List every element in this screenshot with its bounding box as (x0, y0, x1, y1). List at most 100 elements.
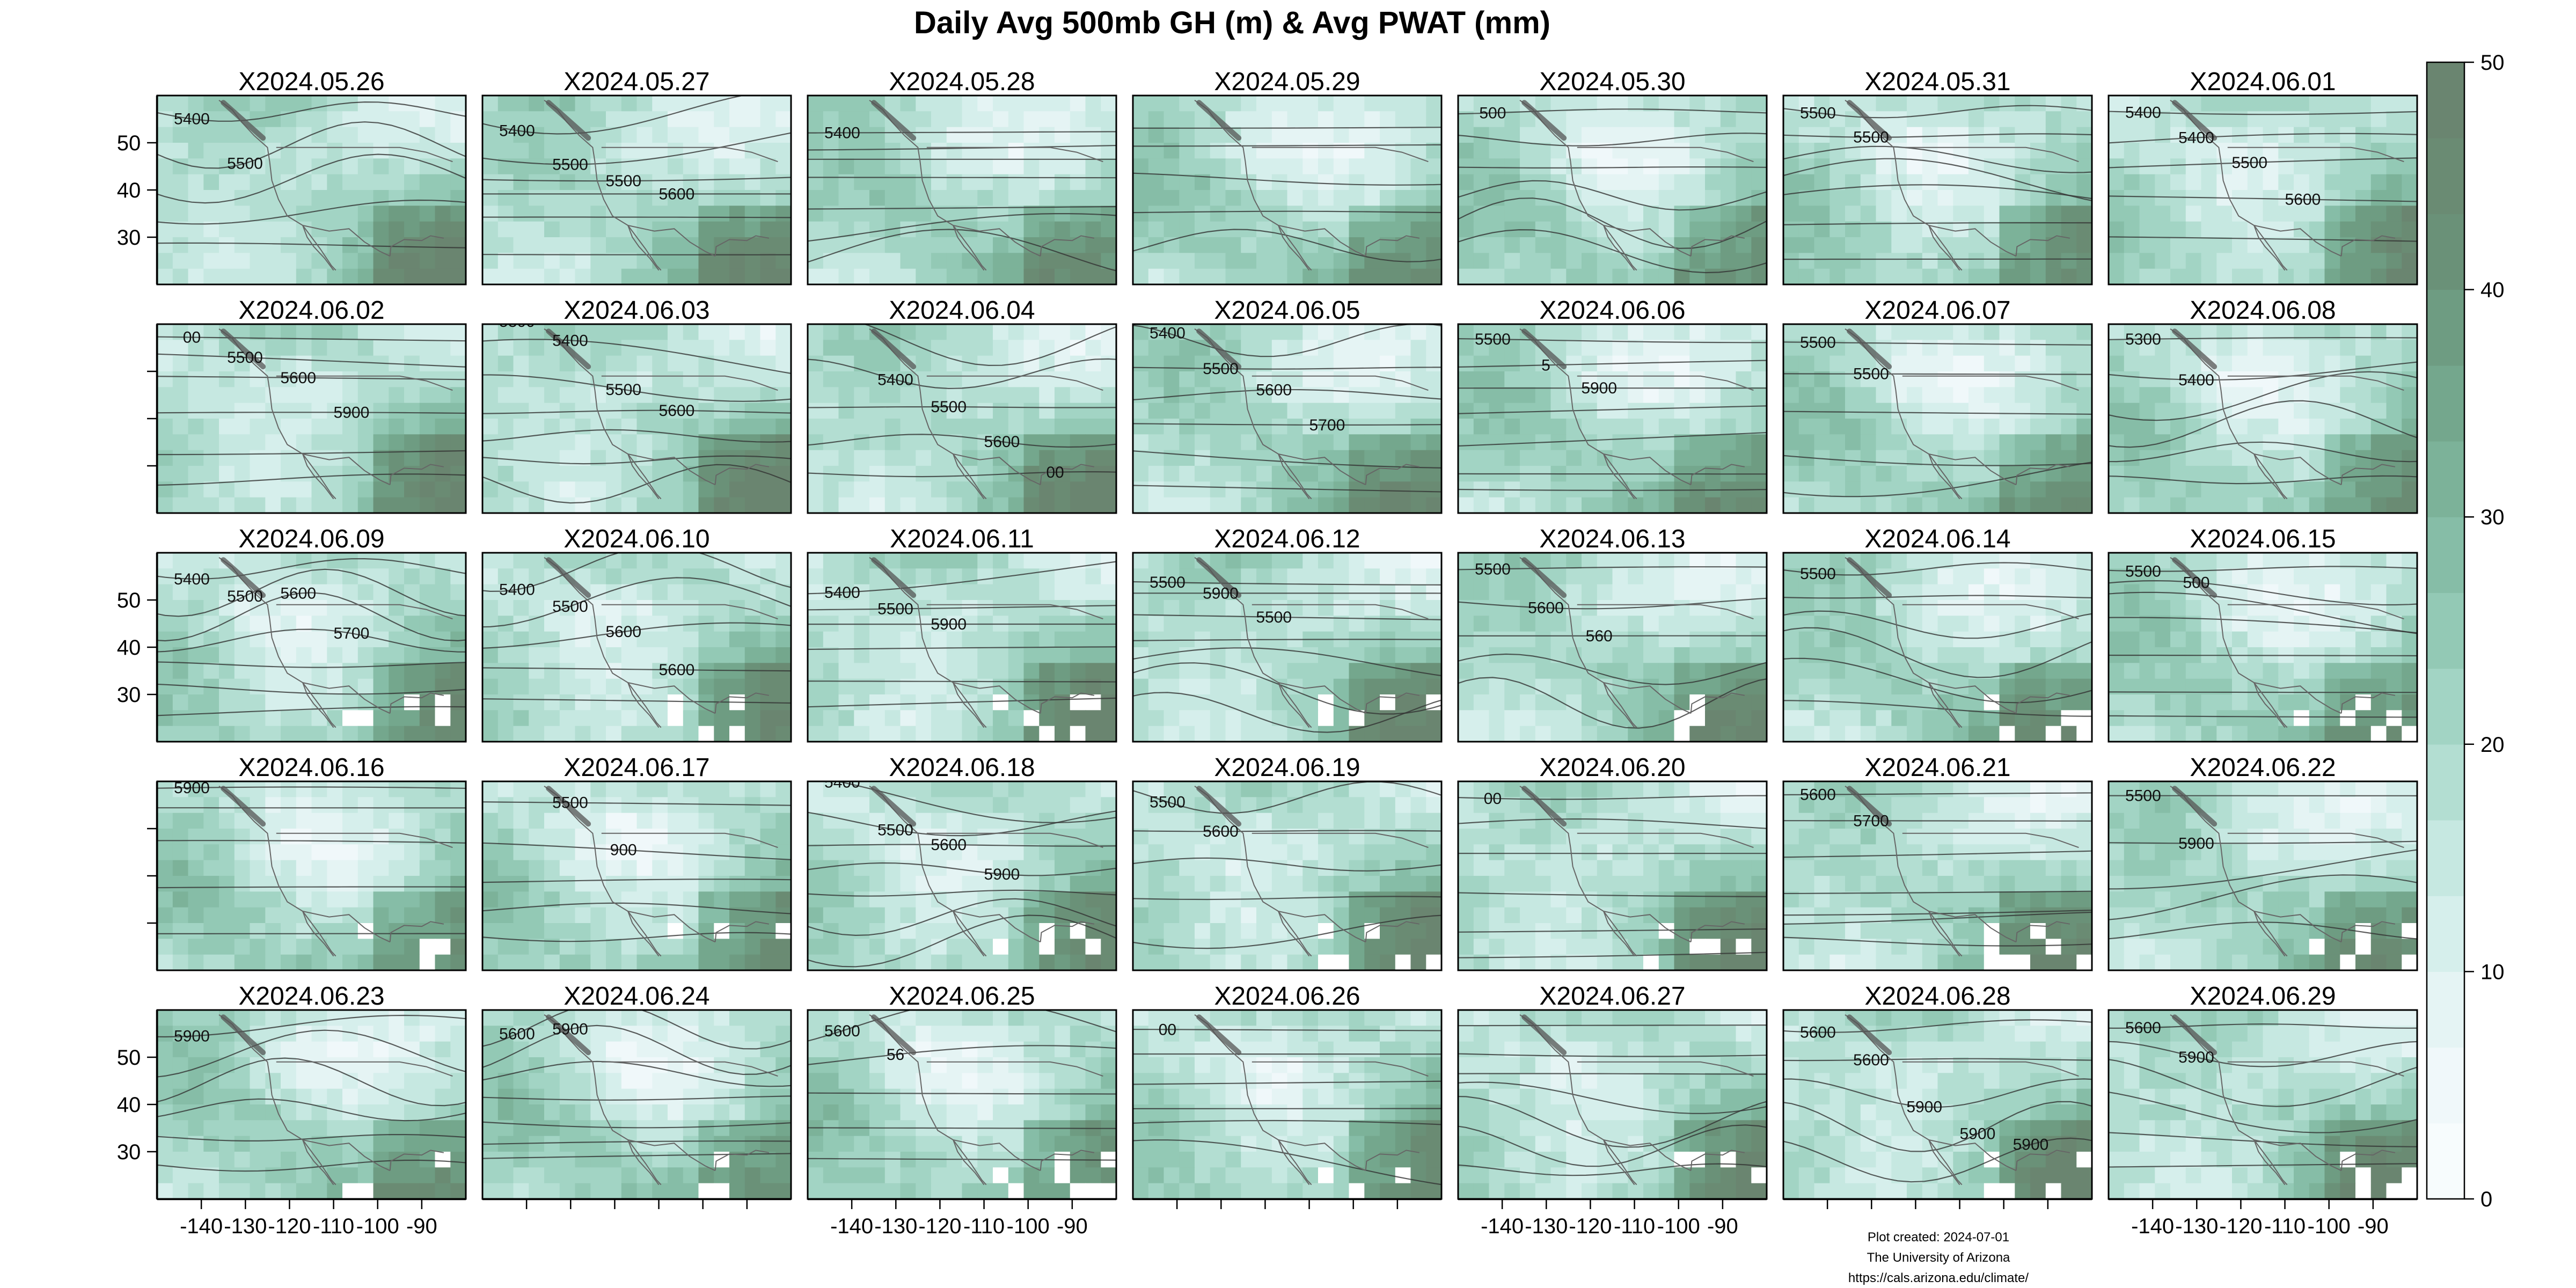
pwat-cell (1163, 158, 1180, 175)
contour-label: 5600 (659, 661, 695, 679)
pwat-cell (652, 726, 668, 742)
pwat-cell (808, 481, 824, 498)
pwat-cell (1736, 324, 1752, 341)
pwat-cell (869, 497, 885, 513)
pwat-cell (993, 127, 1009, 143)
pwat-cell (1504, 616, 1520, 632)
pwat-cell (250, 268, 266, 284)
pwat-cell (1845, 237, 1861, 254)
gh-contour-line (1458, 197, 1767, 249)
pwat-cell (931, 726, 947, 742)
pwat-cell (1210, 96, 1226, 112)
pwat-cell (1039, 324, 1055, 341)
gh-contour-line (482, 339, 791, 375)
pwat-cell (2309, 206, 2325, 222)
pwat-cell (808, 143, 824, 159)
pwat-cell (1426, 355, 1441, 372)
pwat-cell (931, 111, 947, 128)
us-mexico-border (627, 225, 716, 257)
pwat-cell (1008, 111, 1024, 128)
pwat-cell (823, 481, 839, 498)
pwat-cell (1907, 111, 1923, 128)
pwat-cell (1271, 206, 1288, 222)
pwat-cell (1458, 324, 1474, 341)
pwat-cell (172, 710, 189, 727)
pwat-cell (590, 158, 606, 175)
pwat-cell (1225, 678, 1242, 695)
pwat-cell (2201, 96, 2218, 112)
pwat-cell (1597, 387, 1613, 404)
pwat-cell (1520, 355, 1536, 372)
pwat-cell (435, 481, 451, 498)
pwat-cell (296, 174, 312, 191)
pwat-cell (1520, 450, 1536, 466)
pwat-cell (497, 710, 514, 727)
pwat-cell (1195, 466, 1211, 482)
pwat-cell (1271, 434, 1288, 451)
pwat-cell (1473, 710, 1490, 727)
pwat-cell (1674, 663, 1690, 679)
pwat-cell (1163, 253, 1180, 269)
pwat-cell (1271, 111, 1288, 128)
pwat-cell (2185, 324, 2202, 341)
pwat-cell (2355, 206, 2372, 222)
pwat-cell (419, 663, 436, 679)
pwat-cell (2216, 340, 2233, 356)
pwat-cell (1256, 174, 1272, 191)
pwat-cell (1705, 647, 1721, 664)
pwat-cell (2386, 206, 2403, 222)
pwat-cell (1628, 568, 1644, 585)
pwat-cell (854, 387, 870, 404)
pwat-cell (2340, 221, 2356, 238)
pwat-cell (1612, 371, 1629, 388)
pwat-cell (2263, 221, 2279, 238)
pwat-cell (1922, 419, 1938, 435)
pwat-cell (729, 111, 745, 128)
pwat-cell (2278, 481, 2294, 498)
pwat-cell (342, 481, 358, 498)
pwat-cell (1891, 190, 1907, 207)
pwat-cell (2155, 206, 2171, 222)
gulf-coastline (2015, 464, 2070, 485)
pwat-cell (219, 694, 235, 711)
pwat-cell (1085, 402, 1102, 419)
pwat-cell (1287, 402, 1304, 419)
pwat-cell (1751, 616, 1767, 632)
contour-label: 5 (1541, 356, 1550, 374)
pwat-cell (1349, 584, 1365, 601)
pwat-cell (157, 324, 173, 341)
pwat-cell (1907, 584, 1923, 601)
pwat-cell (1380, 111, 1396, 128)
pwat-cell (1984, 340, 2000, 356)
pwat-cell (1674, 402, 1690, 419)
pwat-cell (775, 726, 791, 742)
pwat-cell (1550, 237, 1567, 254)
pwat-cell (1241, 268, 1257, 284)
pwat-cell (1210, 237, 1226, 254)
pwat-cell (1039, 584, 1055, 601)
gh-contour-line (1783, 222, 2092, 225)
pwat-cell (559, 694, 576, 711)
pwat-cell (296, 355, 312, 372)
pwat-cell (1999, 450, 2016, 466)
pwat-cell (962, 387, 978, 404)
pwat-cell (977, 631, 993, 648)
gh-contour-line (1458, 180, 1767, 211)
pwat-cell (1798, 324, 1815, 341)
pwat-cell (1860, 174, 1877, 191)
pwat-cell (1891, 253, 1907, 269)
pwat-cell (1179, 127, 1195, 143)
pwat-cell (1876, 419, 1892, 435)
pwat-cell (311, 340, 328, 356)
pwat-cell (1179, 268, 1195, 284)
pwat-cell (854, 158, 870, 175)
pwat-cell (404, 174, 420, 191)
us-mexico-border (1928, 453, 2017, 486)
pwat-cell (854, 268, 870, 284)
pwat-cell (1085, 419, 1102, 435)
pwat-cell (234, 221, 251, 238)
pwat-cell (1922, 497, 1938, 513)
pwat-cell (450, 253, 466, 269)
pwat-cell (234, 553, 251, 569)
pwat-cell (1380, 568, 1396, 585)
